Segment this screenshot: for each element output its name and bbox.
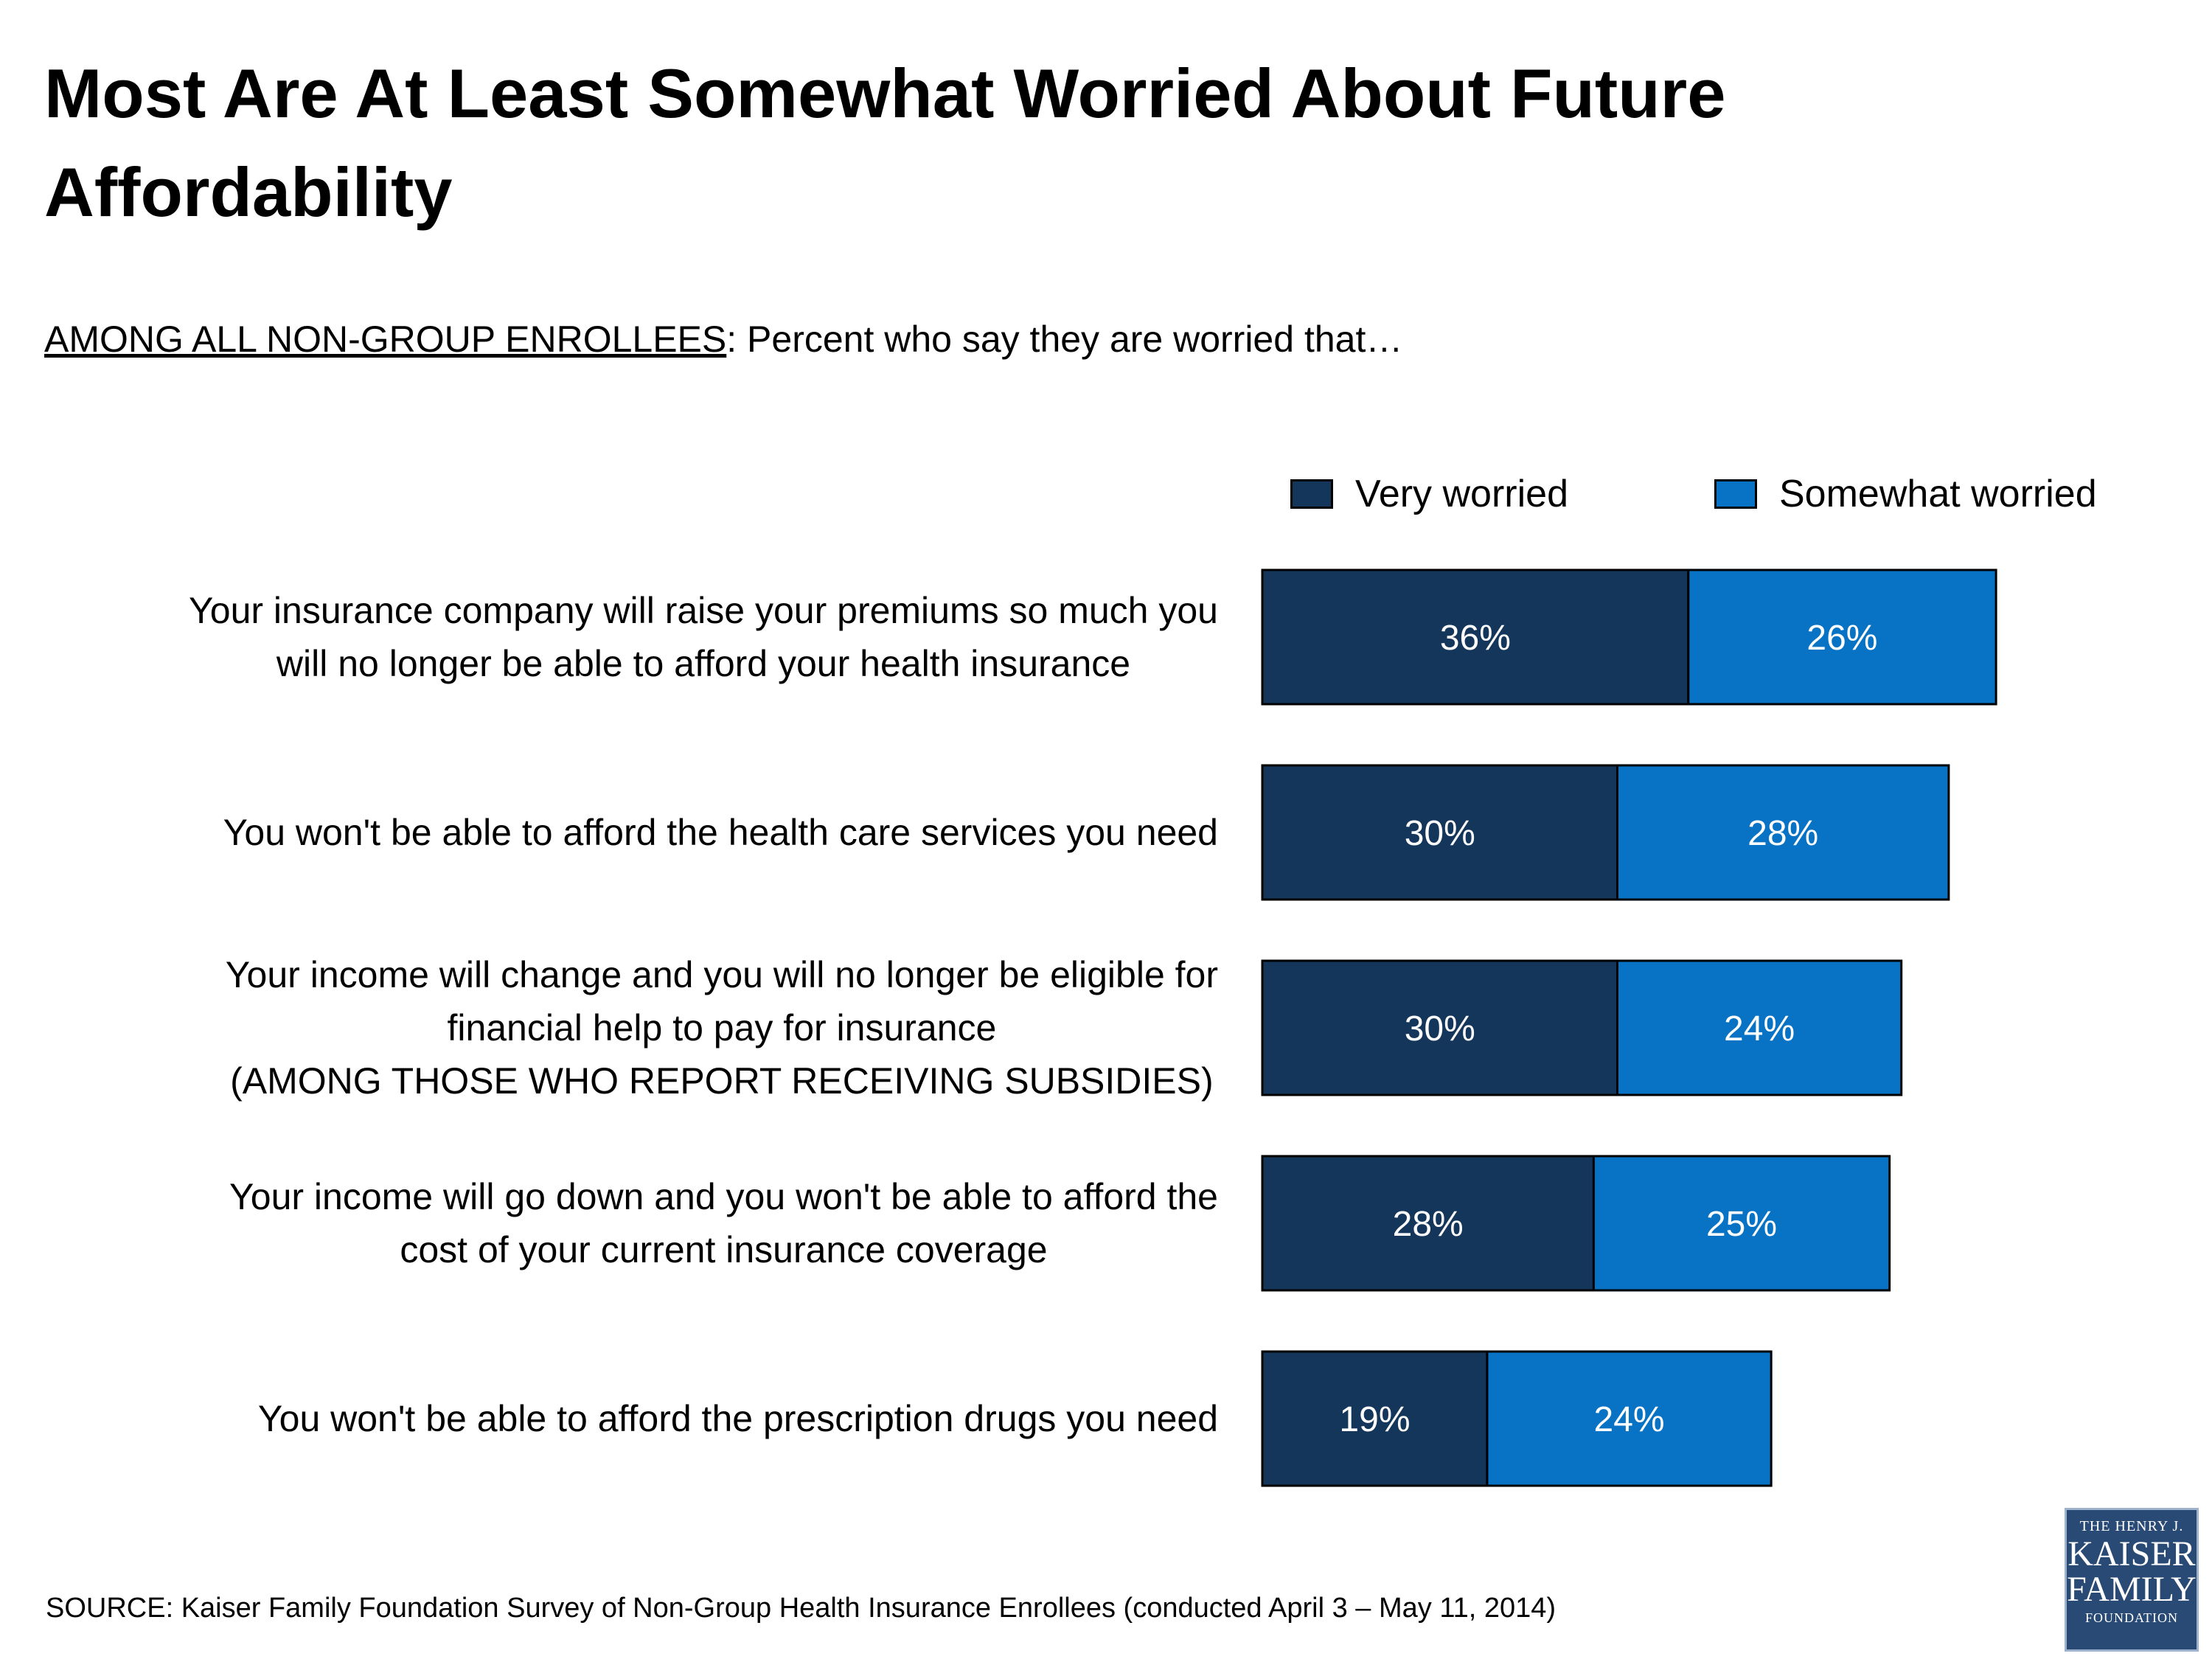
logo-line-2: KAISER [2067,1534,2196,1573]
category-label-line: Your insurance company will raise your p… [189,590,1218,631]
data-label-very-worried: 36% [1440,619,1511,658]
bar-very-worried [1261,568,1690,706]
bar-somewhat-worried [1592,1155,1891,1292]
bar-somewhat-worried [1687,568,1997,706]
category-label: Your income will change and you will no … [226,954,1218,1102]
category-label: Your income will go down and you won't b… [229,1176,1218,1270]
category-label-line: will no longer be able to afford your he… [276,643,1130,684]
data-label-somewhat-worried: 28% [1747,814,1818,853]
category-label-line: Your income will go down and you won't b… [229,1176,1218,1217]
category-label-line: financial help to pay for insurance [447,1007,996,1048]
logo-line-1: THE HENRY J. [2079,1518,2184,1534]
logo-line-3: FAMILY [2067,1570,2197,1609]
category-label: You won't be able to afford the health c… [223,812,1218,853]
bar-somewhat-worried [1616,959,1903,1096]
data-label-very-worried: 30% [1405,814,1475,853]
data-label-somewhat-worried: 24% [1594,1400,1665,1439]
kff-logo: THE HENRY J. KAISER FAMILY FOUNDATION [2065,1508,2199,1652]
data-label-somewhat-worried: 24% [1724,1009,1795,1048]
bar-somewhat-worried [1486,1350,1773,1487]
data-label-very-worried: 19% [1339,1400,1410,1439]
data-label-very-worried: 28% [1393,1205,1464,1244]
legend-item-somewhat-worried: Somewhat worried [1714,465,2097,524]
data-label-somewhat-worried: 25% [1706,1205,1777,1244]
subtitle-question: : Percent who say they are worried that… [726,319,1403,360]
bar-very-worried [1261,959,1618,1096]
legend: Very worried Somewhat worried [1290,465,2175,524]
chart-subtitle: AMONG ALL NON-GROUP ENROLLEES: Percent w… [44,316,1402,363]
logo-line-4: FOUNDATION [2085,1610,2178,1625]
legend-label-somewhat-worried: Somewhat worried [1779,473,2097,515]
category-label-line: Your income will change and you will no … [226,954,1218,995]
category-label-line: (AMONG THOSE WHO REPORT RECEIVING SUBSID… [230,1060,1214,1102]
category-label-line: You won't be able to afford the health c… [223,812,1218,853]
category-label-line: You won't be able to afford the prescrip… [258,1398,1218,1439]
subtitle-population: AMONG ALL NON-GROUP ENROLLEES [44,319,727,360]
bar-somewhat-worried [1616,764,1950,901]
legend-item-very-worried: Very worried [1290,465,1568,524]
category-label: Your insurance company will raise your p… [189,590,1218,684]
legend-label-very-worried: Very worried [1355,473,1568,515]
category-label: You won't be able to afford the prescrip… [258,1398,1218,1439]
legend-swatch-very-worried [1290,479,1333,509]
category-label-line: cost of your current insurance coverage [400,1229,1047,1270]
chart-title: Most Are At Least Somewhat Worried About… [44,55,1726,231]
data-label-very-worried: 30% [1405,1009,1475,1048]
legend-swatch-somewhat-worried [1714,479,1757,509]
source-note: SOURCE: Kaiser Family Foundation Survey … [46,1593,1557,1624]
data-label-somewhat-worried: 26% [1806,619,1877,658]
